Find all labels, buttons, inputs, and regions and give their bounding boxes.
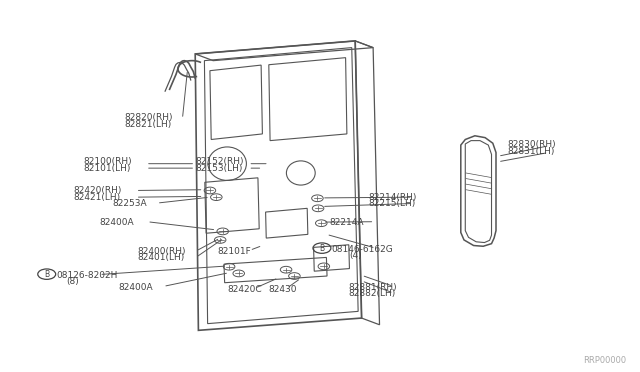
Text: 82400A: 82400A — [99, 218, 134, 227]
Text: 82215(LH): 82215(LH) — [368, 199, 415, 208]
Text: 08146-6162G: 08146-6162G — [332, 245, 393, 254]
Text: 82101(LH): 82101(LH) — [83, 164, 131, 173]
Text: 82253A: 82253A — [112, 199, 147, 208]
Text: 82420(RH): 82420(RH) — [74, 186, 122, 195]
Text: B: B — [44, 270, 49, 279]
Text: 82421(LH): 82421(LH) — [74, 193, 121, 202]
Text: 82430: 82430 — [269, 285, 298, 294]
Text: (8): (8) — [66, 278, 79, 286]
Text: 82214A: 82214A — [330, 218, 364, 227]
Text: 82882(LH): 82882(LH) — [349, 289, 396, 298]
Text: RRP00000: RRP00000 — [583, 356, 626, 365]
Text: 82153(LH): 82153(LH) — [195, 164, 243, 173]
Text: (4): (4) — [349, 251, 362, 260]
Text: 82400(RH): 82400(RH) — [138, 247, 186, 256]
Text: 82821(LH): 82821(LH) — [125, 120, 172, 129]
Text: 82214(RH): 82214(RH) — [368, 193, 417, 202]
Text: 82401(LH): 82401(LH) — [138, 253, 185, 262]
Text: B: B — [319, 244, 324, 253]
Text: 82101F: 82101F — [218, 247, 252, 256]
Text: 82100(RH): 82100(RH) — [83, 157, 132, 166]
Text: 82831(LH): 82831(LH) — [507, 147, 554, 155]
Text: 82152(RH): 82152(RH) — [195, 157, 244, 166]
Text: 82420C: 82420C — [227, 285, 262, 294]
Text: 82820(RH): 82820(RH) — [125, 113, 173, 122]
Text: 82830(RH): 82830(RH) — [507, 140, 556, 149]
Text: 82400A: 82400A — [118, 283, 153, 292]
Text: 08126-8202H: 08126-8202H — [56, 271, 118, 280]
Text: 82881(RH): 82881(RH) — [349, 283, 397, 292]
